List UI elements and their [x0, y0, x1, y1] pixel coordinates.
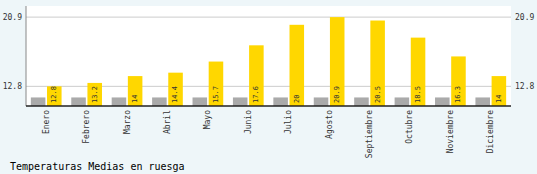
bar	[475, 97, 490, 106]
bar	[330, 17, 345, 106]
bar	[128, 76, 143, 106]
y-tick-label: 20.9	[3, 13, 22, 22]
x-axis-line	[26, 105, 511, 107]
bar	[233, 97, 248, 106]
data-label: 14	[131, 95, 139, 103]
bar	[87, 83, 102, 106]
data-label: 15.7	[212, 86, 220, 103]
plot-background	[26, 6, 511, 106]
bar	[354, 97, 369, 106]
bar	[411, 38, 426, 106]
x-tick-label: Julio	[284, 110, 293, 134]
data-label: 12.8	[50, 86, 58, 103]
bar	[152, 97, 167, 106]
x-tick-label: Agosto	[325, 110, 334, 139]
bar	[193, 97, 208, 106]
x-tick-label: Octubre	[405, 110, 414, 144]
data-label: 20	[293, 95, 301, 103]
data-label: 14.4	[171, 86, 179, 103]
grid-line	[26, 17, 511, 18]
chart: 12.8 12.8 20.9 20.9 12.8 13.2 14 14.4 15.7 17.6 20…	[0, 0, 537, 174]
x-tick-label: Febrero	[82, 110, 91, 144]
y-tick-label: 20.9	[515, 13, 534, 22]
bar	[47, 86, 62, 106]
data-label: 20.5	[374, 86, 382, 103]
bar	[395, 97, 410, 106]
x-tick-label: Junio	[244, 110, 253, 134]
y-tick-label: 12.8	[515, 82, 534, 91]
x-tick-label: Mayo	[203, 110, 212, 129]
bar	[209, 62, 224, 106]
x-tick-label: Enero	[42, 110, 51, 134]
bar	[314, 97, 329, 106]
bar	[71, 97, 86, 106]
bar	[435, 97, 450, 106]
data-label: 14	[495, 95, 503, 103]
data-label: 18.5	[414, 86, 422, 103]
data-label: 17.6	[252, 86, 260, 103]
bar	[273, 97, 288, 106]
bar	[451, 56, 466, 106]
y-tick-label: 12.8	[3, 82, 22, 91]
x-tick-label: Noviembre	[446, 110, 455, 154]
data-label: 16.3	[454, 86, 462, 103]
x-tick-label: Septiembre	[365, 110, 374, 158]
bar	[370, 21, 385, 106]
data-label: 13.2	[91, 86, 99, 103]
x-tick-label: Diciembre	[486, 110, 495, 154]
bar	[290, 25, 305, 106]
data-label: 20.9	[333, 86, 341, 103]
x-tick-label: Marzo	[123, 110, 132, 134]
bar	[168, 73, 183, 106]
bars	[31, 17, 506, 106]
title: Temperaturas Medias en ruesga	[10, 161, 185, 172]
bar	[249, 45, 264, 106]
bar	[112, 97, 127, 106]
y-axis-line	[26, 6, 27, 106]
bar	[492, 76, 507, 106]
bar	[31, 97, 46, 106]
x-tick-label: Abril	[163, 110, 172, 134]
